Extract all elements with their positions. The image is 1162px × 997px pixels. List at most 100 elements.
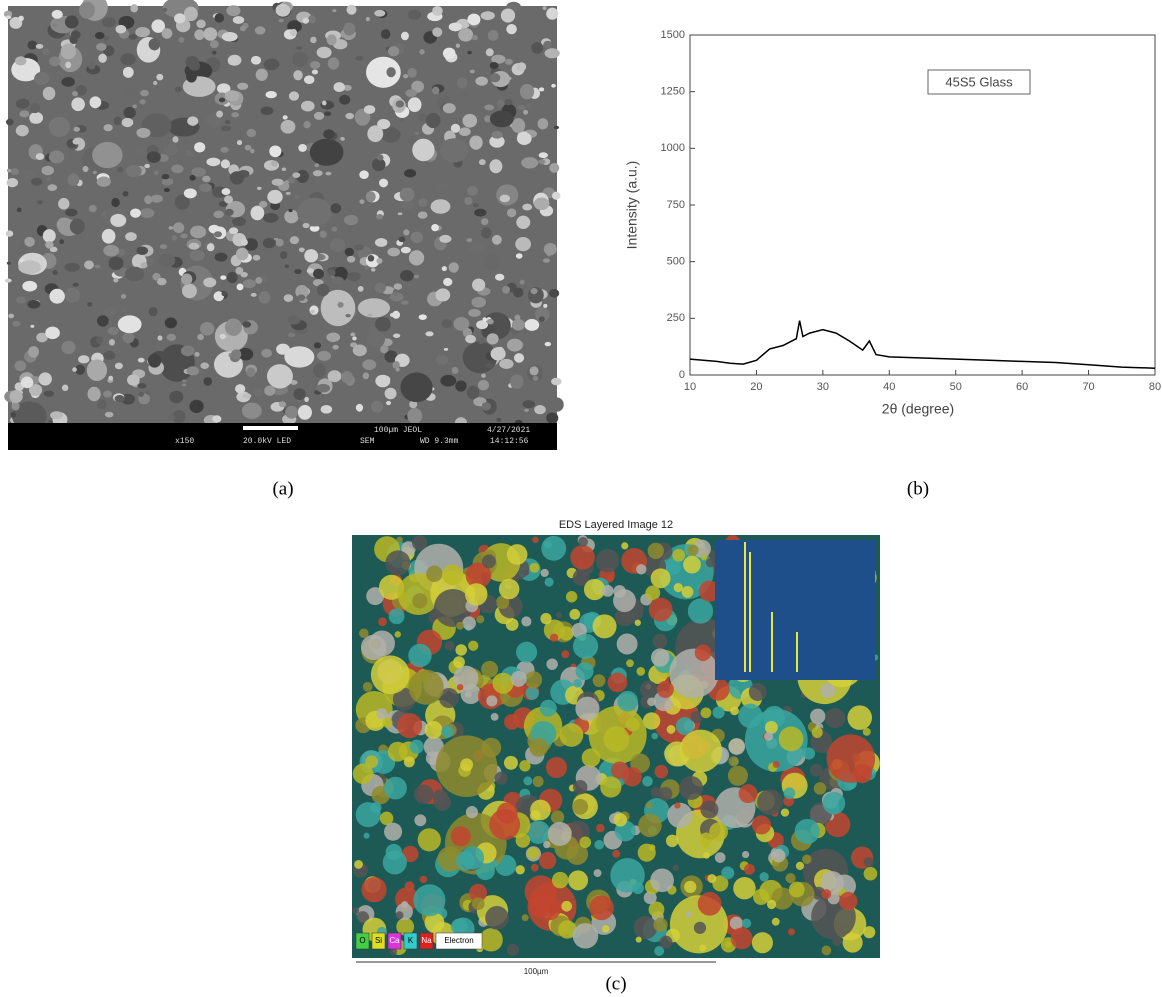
particle (189, 61, 200, 71)
particle (709, 822, 728, 841)
particle (371, 655, 410, 694)
particle (282, 168, 287, 172)
particle (517, 62, 526, 71)
particle (812, 727, 823, 738)
particle (332, 9, 336, 12)
particle (523, 776, 532, 785)
particle (613, 589, 636, 612)
particle (516, 642, 537, 663)
particle (363, 372, 369, 379)
particle (468, 641, 478, 651)
particle (495, 274, 504, 281)
particle (407, 408, 422, 424)
particle (752, 815, 771, 834)
particle (15, 360, 27, 371)
particle (481, 374, 486, 378)
particle (178, 37, 184, 43)
particle (549, 289, 559, 298)
particle (673, 865, 679, 871)
particle (294, 388, 306, 400)
particle (102, 229, 116, 244)
particle (359, 628, 369, 638)
particle (573, 923, 598, 948)
particle (482, 554, 496, 568)
particle (401, 300, 409, 305)
particle (864, 857, 874, 867)
particle (525, 671, 542, 688)
particle (314, 112, 324, 120)
particle (124, 107, 136, 118)
particle (37, 200, 43, 204)
particle (281, 120, 296, 134)
sem-voltage: 20.0kV LED (243, 437, 291, 446)
particle (312, 69, 318, 74)
sem-date: 4/27/2021 (487, 426, 530, 435)
particle (490, 73, 501, 82)
particle (653, 918, 667, 932)
particle (541, 327, 554, 337)
particle (540, 613, 551, 624)
particle (576, 662, 594, 680)
particle (467, 186, 478, 196)
particle (725, 941, 731, 947)
particle (505, 59, 513, 65)
particle (484, 254, 500, 271)
particle (436, 355, 448, 365)
particle (471, 297, 486, 308)
particle (368, 255, 375, 262)
particle (396, 367, 400, 371)
particle (439, 235, 451, 243)
particle (546, 757, 567, 778)
particle (203, 27, 217, 40)
element-label: Na (421, 936, 432, 945)
particle (164, 188, 170, 192)
particle (469, 135, 482, 149)
particle (455, 380, 466, 391)
particle (398, 212, 403, 215)
particle (322, 101, 327, 106)
particle (822, 946, 832, 956)
particle (642, 776, 653, 787)
particle (863, 926, 875, 938)
particle (506, 618, 519, 631)
particle (462, 616, 476, 630)
particle (521, 616, 531, 626)
particle (395, 631, 401, 637)
caption: (c) (605, 973, 626, 994)
particle (321, 405, 332, 414)
particle (602, 585, 614, 597)
particle (376, 708, 387, 719)
particle (522, 914, 529, 921)
particle (174, 13, 185, 23)
particle (333, 82, 345, 92)
particle (522, 400, 535, 408)
particle (84, 260, 94, 269)
x-tick-label: 20 (750, 381, 762, 393)
particle (355, 56, 363, 61)
particle (529, 738, 548, 757)
particle (325, 172, 331, 176)
particle (320, 230, 327, 238)
particle (153, 81, 157, 85)
particle (301, 101, 315, 112)
particle (207, 243, 215, 251)
particle (156, 74, 163, 81)
particle (297, 294, 305, 300)
particle (203, 277, 216, 287)
element-label: K (408, 936, 414, 945)
particle (240, 26, 246, 32)
particle (403, 74, 408, 78)
y-tick-label: 750 (667, 199, 685, 211)
particle (18, 16, 24, 22)
particle (174, 87, 181, 93)
particle (467, 14, 480, 26)
particle (352, 336, 356, 340)
particle (139, 392, 144, 397)
particle (573, 780, 587, 794)
particle (432, 27, 442, 36)
particle (190, 226, 206, 239)
particle (45, 327, 60, 340)
particle (194, 142, 205, 152)
x-axis-label: 2θ (degree) (882, 401, 954, 417)
particle (316, 384, 330, 393)
